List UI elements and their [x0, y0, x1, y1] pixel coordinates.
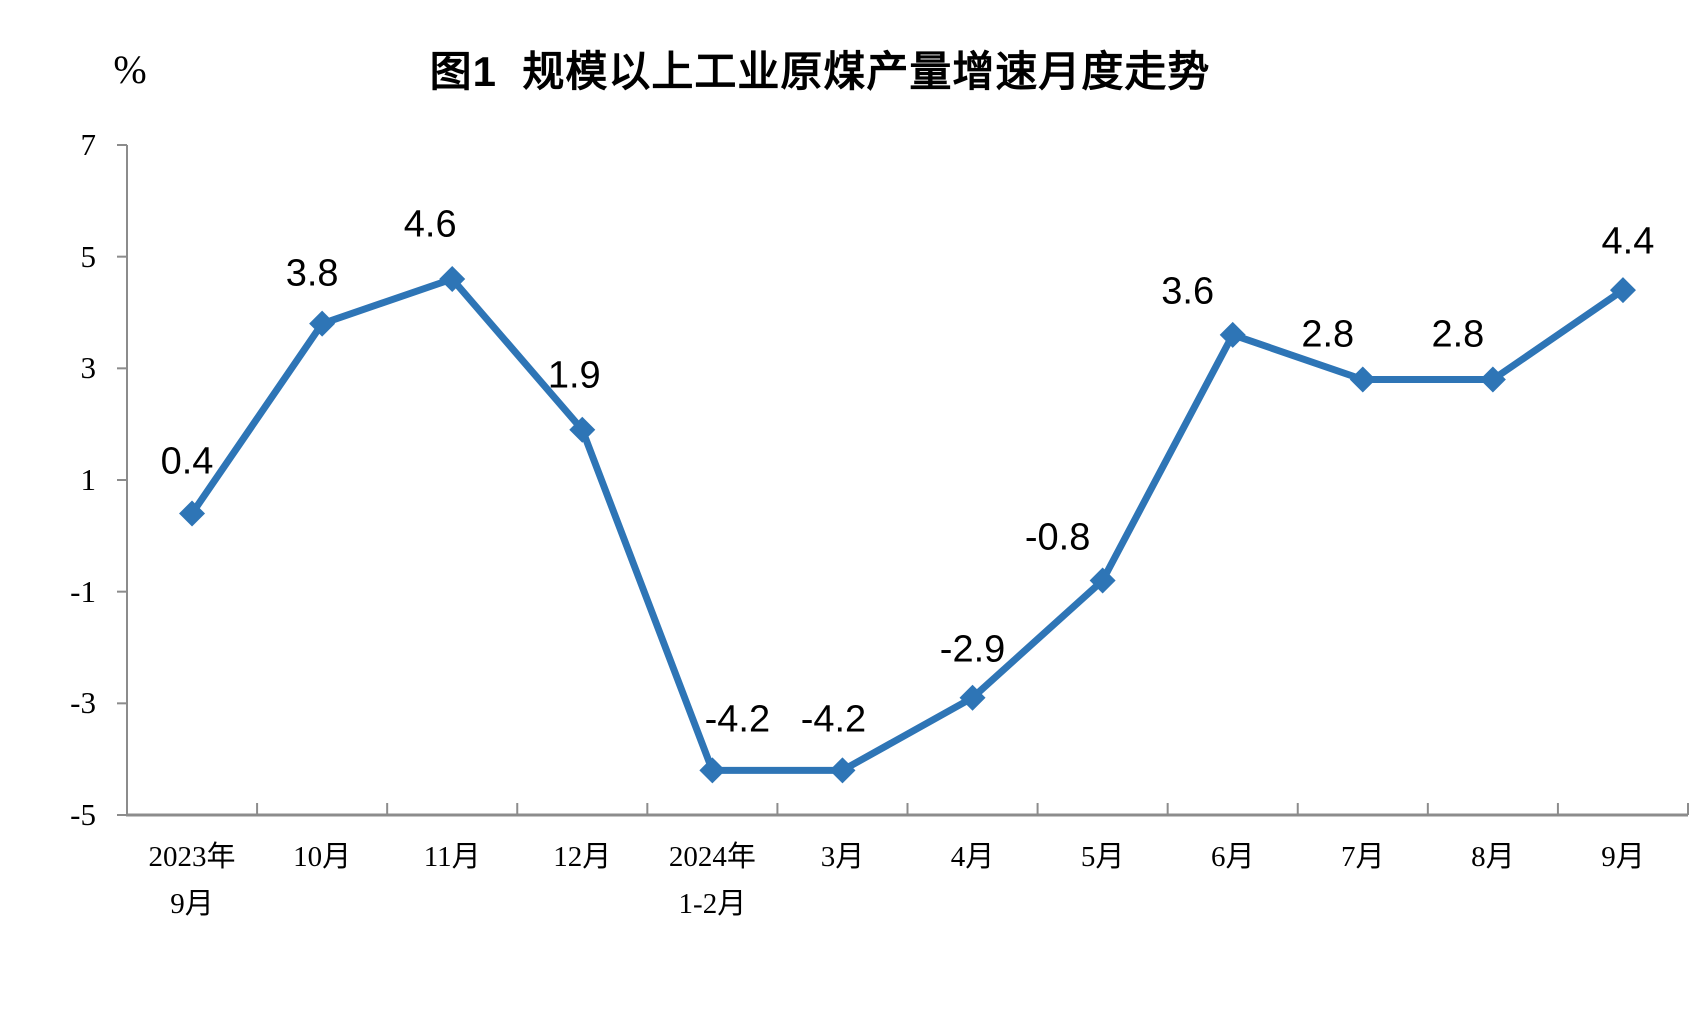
data-point-label: 3.6	[1161, 270, 1215, 313]
x-axis-category-label: 10月	[293, 841, 352, 873]
data-point-marker	[179, 500, 206, 527]
data-point-label: 2.8	[1431, 313, 1485, 355]
y-axis-tick-label: -3	[70, 685, 96, 721]
y-axis-unit-label: %	[113, 47, 147, 92]
data-point-marker	[699, 757, 726, 784]
y-axis-tick-label: -1	[70, 573, 96, 609]
data-point-marker	[829, 757, 856, 784]
x-axis-category-label: 5月	[1080, 841, 1125, 873]
data-point-label: 1.9	[547, 354, 601, 397]
data-point-label: 4.6	[403, 203, 457, 246]
y-axis-tick-label: 5	[80, 238, 97, 274]
y-axis-tick-label: 3	[80, 350, 97, 386]
series-line	[188, 275, 1627, 774]
x-axis-category-label: 4月	[950, 841, 995, 873]
x-axis-category-label: 8月	[1471, 841, 1515, 873]
x-axis-category-label: 12月	[553, 841, 612, 873]
data-point-label: -4.2	[704, 698, 771, 741]
x-axis-category-label: 2024年 1-2月	[668, 841, 756, 920]
data-point-label: -4.2	[800, 698, 867, 741]
data-point-label: -0.8	[1024, 516, 1091, 558]
x-axis-category-label: 3月	[820, 841, 865, 873]
data-point-marker	[309, 310, 336, 337]
y-axis-tick-label: 1	[80, 462, 97, 497]
x-axis-category-label: 11月	[423, 841, 481, 873]
data-point-marker	[1089, 567, 1116, 594]
data-point-label: 4.4	[1601, 220, 1655, 263]
data-point-label: 3.8	[285, 252, 339, 295]
x-axis-category-label: 9月	[1601, 841, 1645, 873]
data-point-label: 0.4	[160, 440, 214, 482]
y-axis-tick-label: -5	[70, 797, 96, 832]
data-point-label: -2.9	[939, 628, 1006, 671]
y-axis-tick-label: 7	[80, 127, 97, 162]
data-point-marker	[1609, 277, 1636, 304]
data-point-label: 2.8	[1301, 313, 1355, 355]
data-point-marker	[1219, 321, 1246, 348]
data-point-marker	[959, 684, 986, 711]
data-point-marker	[1349, 366, 1376, 393]
data-point-marker	[569, 416, 596, 443]
x-axis-category-label: 6月	[1210, 841, 1255, 873]
data-point-marker	[1479, 366, 1506, 393]
x-axis-category-label: 7月	[1341, 841, 1385, 873]
data-point-marker	[439, 266, 466, 292]
x-axis-category-label: 2023年 9月	[148, 841, 236, 920]
chart-title: 图1 规模以上工业原煤产量增速月度走势	[429, 48, 1211, 95]
